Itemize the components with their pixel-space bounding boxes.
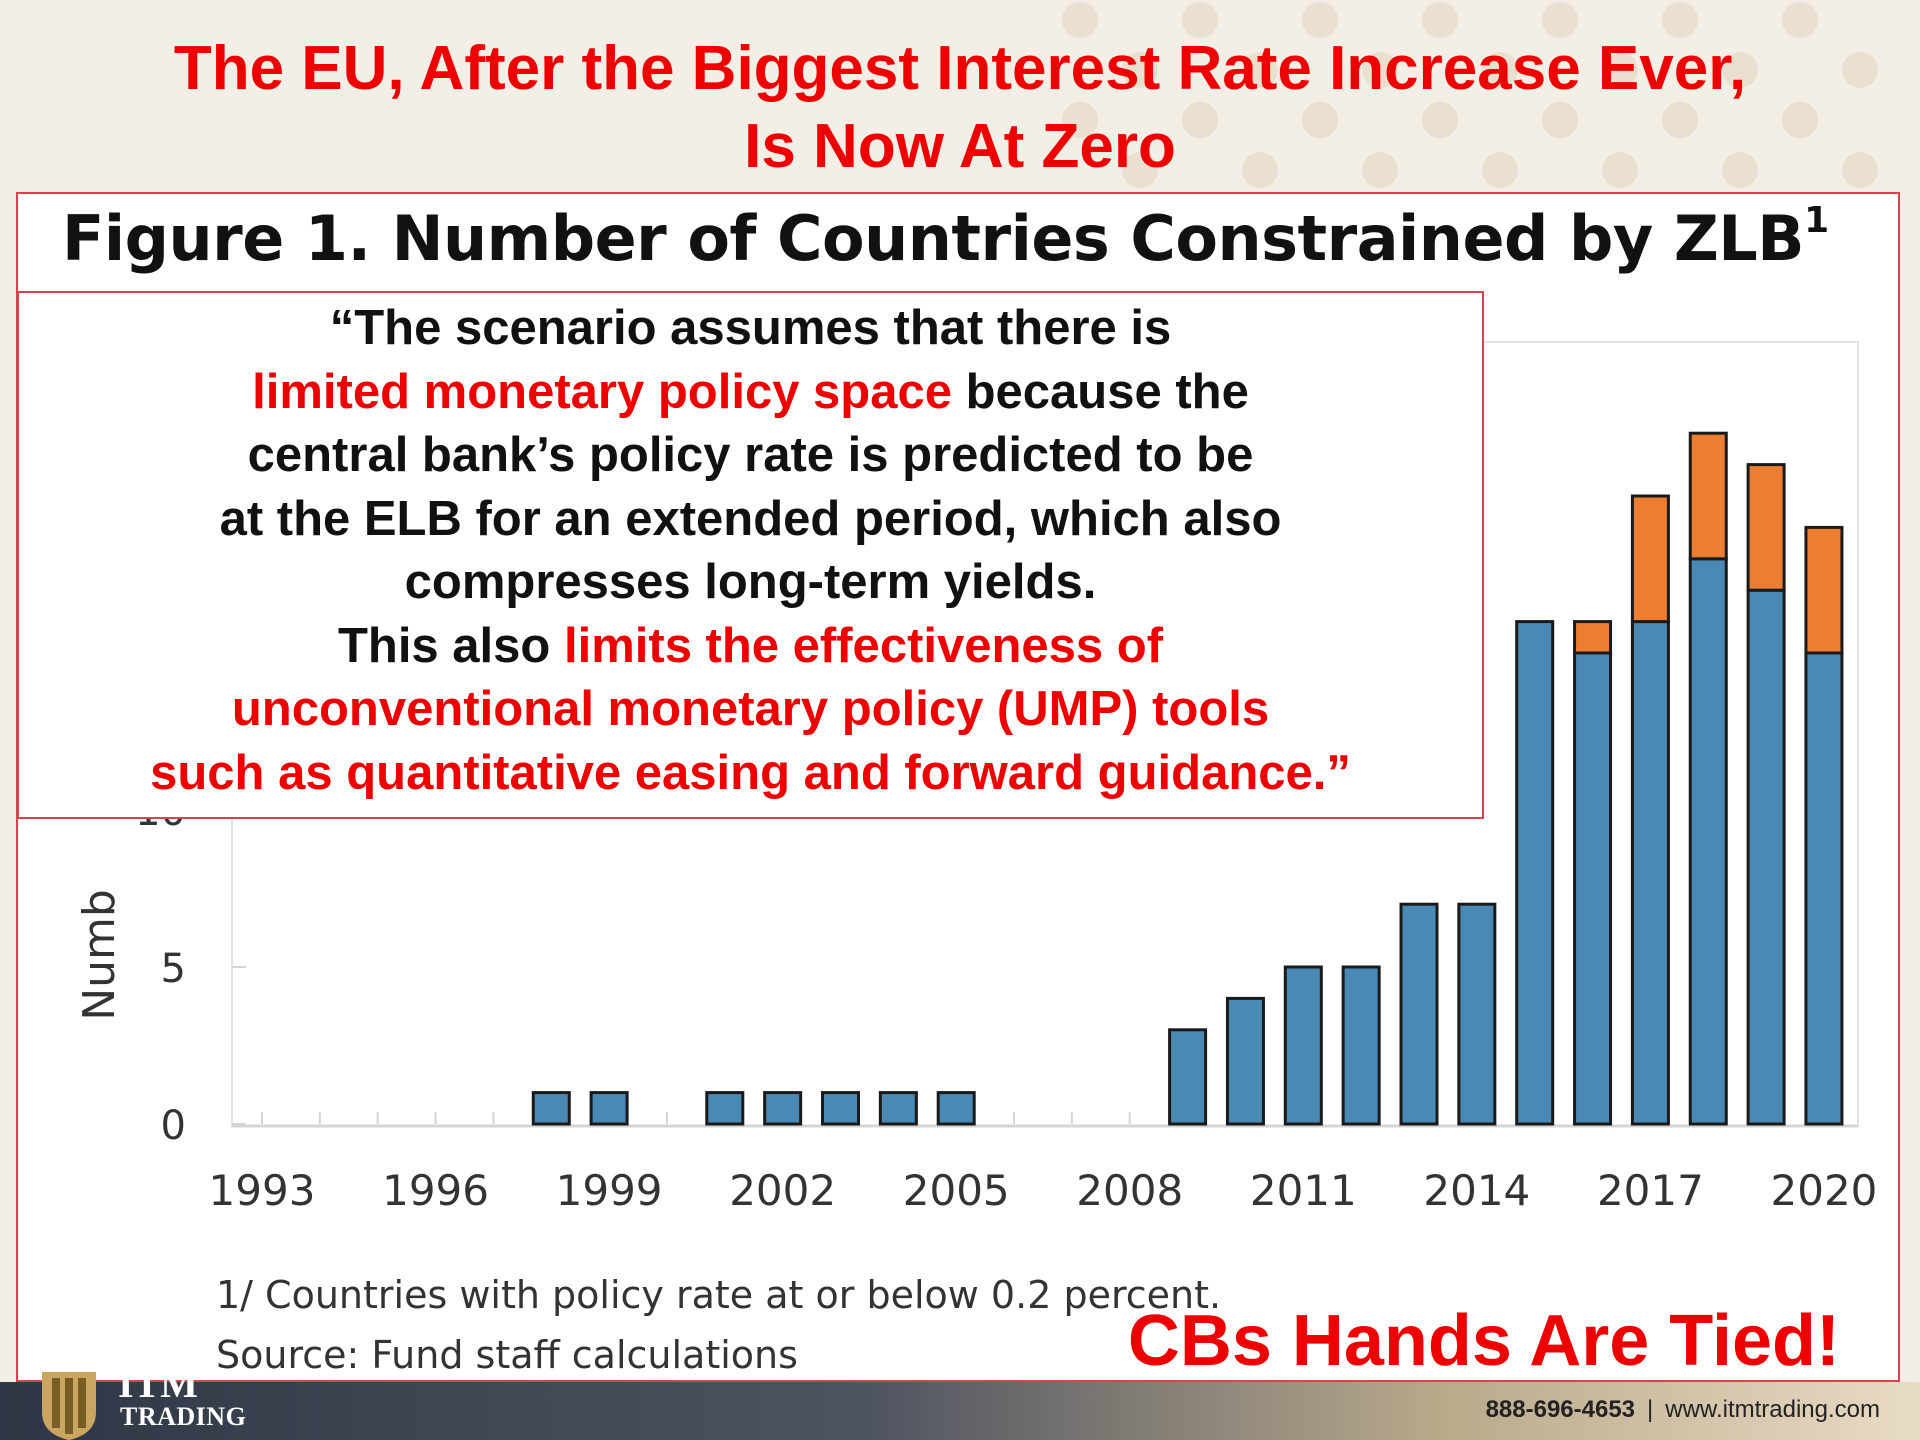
bar-2016-series-0	[1573, 651, 1613, 1126]
bar-2013-series-0	[1399, 902, 1439, 1126]
quote-line-8: such as quantitative easing and forward …	[150, 745, 1351, 800]
contact-info: 888-696-4653 | www.itmtrading.com	[1486, 1396, 1880, 1424]
bar-2011-series-0	[1283, 965, 1323, 1126]
headline-line-2: Is Now At Zero	[744, 112, 1176, 181]
x-tick-label: 2014	[1423, 1166, 1530, 1215]
quote-line-2: limited monetary policy space because th…	[19, 361, 1482, 425]
bar-2020-series-1	[1804, 525, 1844, 655]
figure-notes: 1/ Countries with policy rate at or belo…	[216, 1265, 1221, 1385]
bar-2018-series-0	[1688, 557, 1728, 1126]
website-link[interactable]: www.itmtrading.com	[1665, 1396, 1880, 1423]
bar-2020-series-0	[1804, 651, 1844, 1126]
quote-line-1: “The scenario assumes that there is	[329, 301, 1172, 355]
bar-2009-series-0	[1168, 1028, 1208, 1126]
quote-callout: “The scenario assumes that there is limi…	[17, 291, 1484, 819]
figure-source: Source: Fund staff calculations	[216, 1333, 798, 1377]
bar-2017-series-0	[1630, 620, 1670, 1126]
x-tick-label: 2008	[1076, 1166, 1183, 1215]
bar-2016-series-1	[1573, 620, 1613, 655]
footer-bar	[0, 1382, 1920, 1440]
page-headline: The EU, After the Biggest Interest Rate …	[0, 30, 1920, 186]
quote-highlight-2: limits the effectiveness of	[563, 618, 1164, 673]
bar-1998-series-0	[531, 1091, 571, 1126]
bar-1999-series-0	[589, 1091, 629, 1126]
contact-separator: |	[1647, 1396, 1654, 1423]
tagline: CBs Hands Are Tied!	[1127, 1301, 1840, 1381]
x-tick-label: 2017	[1597, 1166, 1704, 1215]
figure-title-superscript: 1	[1804, 200, 1829, 241]
figure-footnote: 1/ Countries with policy rate at or belo…	[216, 1273, 1222, 1317]
bar-2015-series-0	[1515, 620, 1555, 1126]
bar-2012-series-0	[1341, 965, 1381, 1126]
quote-line-7: unconventional monetary policy (UMP) too…	[231, 682, 1270, 736]
phone-number[interactable]: 888-696-4653	[1485, 1396, 1636, 1423]
x-tick-label: 1993	[209, 1166, 316, 1215]
quote-line-6: This also limits the effectiveness of	[19, 615, 1482, 679]
logo-wordmark: ITM	[118, 1361, 198, 1406]
x-tick-label: 2011	[1250, 1166, 1357, 1215]
headline-line-1: The EU, After the Biggest Interest Rate …	[173, 34, 1747, 103]
figure-title: Figure 1. Number of Countries Constraine…	[62, 200, 1829, 275]
bar-2010-series-0	[1225, 996, 1265, 1126]
x-tick-label: 2002	[729, 1166, 836, 1215]
quote-highlight-1: limited monetary policy space	[252, 364, 952, 419]
logo-subtext: TRADING	[120, 1402, 247, 1431]
quote-line-3: central bank’s policy rate is predicted …	[247, 428, 1254, 482]
bar-2004-series-0	[878, 1091, 918, 1126]
quote-line-2-rest: because the	[952, 364, 1249, 419]
x-tick-label: 2020	[1771, 1166, 1878, 1215]
bar-2014-series-0	[1457, 902, 1497, 1126]
bar-2001-series-0	[705, 1091, 745, 1126]
quote-line-4: at the ELB for an extended period, which…	[219, 491, 1282, 546]
quote-line-6-start: This also	[337, 618, 564, 673]
itm-shield-icon	[42, 1372, 96, 1440]
y-tick-label: 5	[161, 946, 186, 992]
figure-title-text: Figure 1. Number of Countries Constraine…	[62, 202, 1805, 275]
bar-2017-series-1	[1630, 494, 1670, 624]
bar-2002-series-0	[763, 1091, 803, 1126]
bar-2018-series-1	[1688, 431, 1728, 561]
quote-line-5: compresses long-term yields.	[404, 555, 1097, 609]
bar-2003-series-0	[821, 1091, 860, 1126]
background-pattern	[1062, 2, 1878, 188]
y-tick-label: 0	[161, 1103, 186, 1149]
bar-2005-series-0	[936, 1091, 976, 1126]
bar-2019-series-1	[1746, 463, 1786, 592]
x-tick-label: 1996	[382, 1166, 489, 1215]
x-tick-label: 2005	[903, 1166, 1010, 1215]
y-axis-label: Numb	[74, 889, 125, 1021]
x-tick-label: 1999	[556, 1166, 663, 1215]
bar-2019-series-0	[1746, 588, 1786, 1126]
